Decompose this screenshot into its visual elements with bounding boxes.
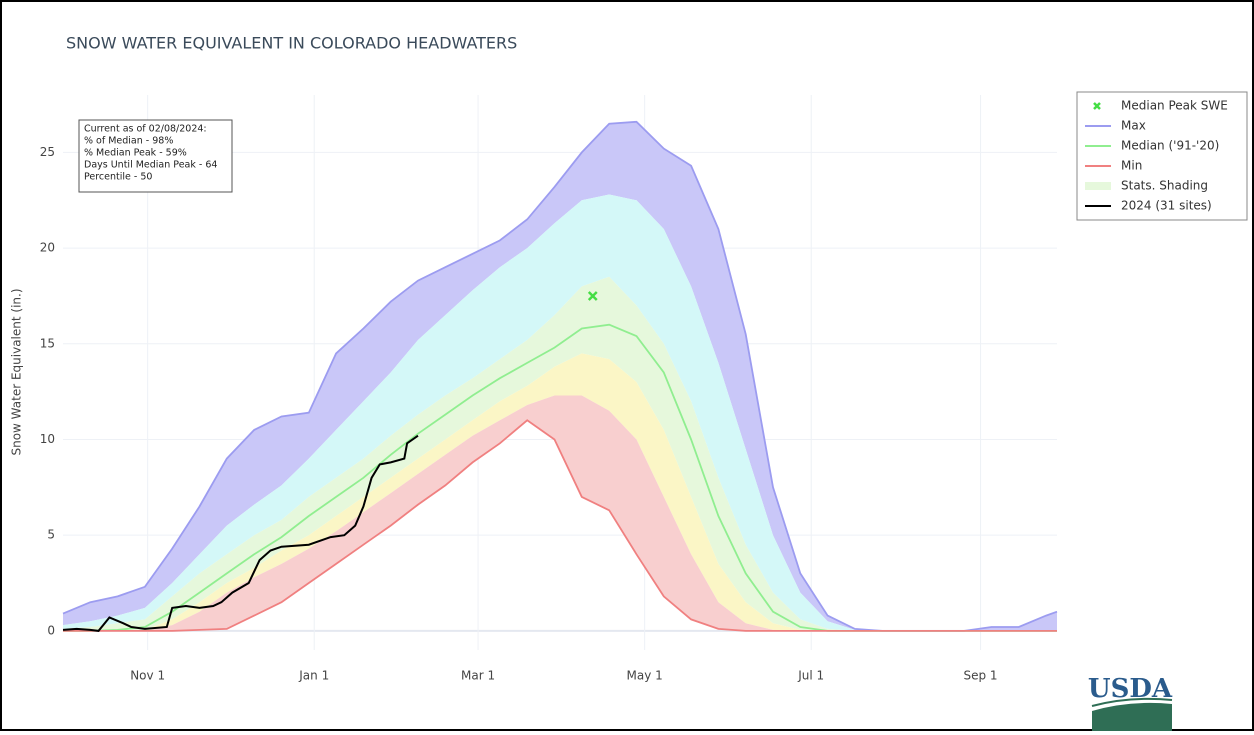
stats-band	[63, 194, 1057, 631]
x-tick-label: Sep 1	[963, 669, 997, 683]
annotation-line: % of Median - 98%	[84, 136, 173, 147]
y-tick-label: 10	[40, 432, 55, 446]
legend-swatch	[1085, 182, 1111, 190]
x-tick-label: Nov 1	[130, 669, 165, 683]
series-line	[62, 434, 419, 632]
x-tick-label: May 1	[627, 669, 663, 683]
y-tick-label: 25	[40, 145, 55, 159]
x-tick-label: Jan 1	[298, 669, 329, 683]
stats-band	[63, 276, 1057, 631]
y-tick-label: 0	[47, 623, 55, 637]
x-tick-label: Mar 1	[461, 669, 495, 683]
logo-stripe	[1091, 697, 1173, 707]
x-tick-label: Jul 1	[797, 669, 824, 683]
annotation: Current as of 02/08/2024:% of Median - 9…	[84, 124, 217, 183]
legend-label: Max	[1121, 119, 1146, 133]
legend-label: Min	[1121, 159, 1142, 173]
legend-label: 2024 (31 sites)	[1121, 199, 1212, 213]
legend: Median Peak SWE Max Median ('91-'20) Min Sta…	[1085, 99, 1228, 213]
annotation-box	[78, 119, 233, 193]
legend-label: Median ('91-'20)	[1121, 139, 1219, 153]
legend-marker	[1093, 102, 1101, 110]
annotation-line: Percentile - 50	[84, 172, 152, 183]
legend-label: Stats. Shading	[1121, 179, 1208, 193]
y-tick-label: 20	[40, 241, 55, 255]
chart-title: SNOW WATER EQUIVALENT IN COLORADO HEADWA…	[66, 34, 517, 53]
annotation-line: Days Until Median Peak - 64	[84, 160, 217, 171]
logo-field	[1092, 702, 1172, 731]
median-peak-marker	[587, 291, 598, 301]
annotation-line: % Median Peak - 59%	[84, 148, 187, 159]
legend-label: Median Peak SWE	[1121, 99, 1228, 113]
y-axis-label: Snow Water Equivalent (in.)	[10, 288, 24, 455]
stats-band	[63, 395, 1057, 631]
stats-band	[63, 121, 1057, 631]
series-line	[63, 419, 1057, 632]
legend-box	[1076, 91, 1248, 221]
y-tick-label: 15	[40, 336, 55, 350]
usda-logo: USDA	[1088, 674, 1173, 731]
plot-area: 0 5 10 15 20 25 Nov 1 Jan 1 Mar 1 May 1 Jul 1 Sep 1	[40, 95, 1058, 683]
annotation-line: Current as of 02/08/2024:	[84, 124, 207, 135]
y-tick-label: 5	[47, 528, 55, 542]
